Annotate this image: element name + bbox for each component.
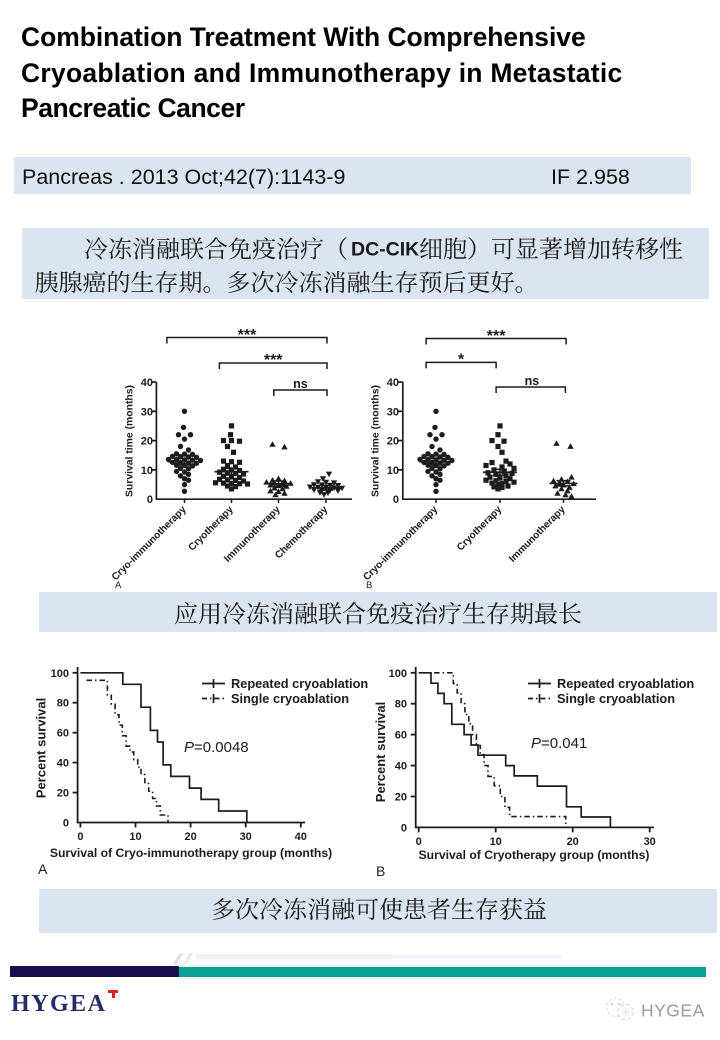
- svg-text:0: 0: [401, 822, 407, 834]
- svg-text:P=0.041: P=0.041: [531, 735, 587, 752]
- svg-text:30: 30: [387, 406, 399, 418]
- svg-text:30: 30: [644, 836, 656, 848]
- svg-text:0: 0: [147, 494, 153, 506]
- svg-text:0: 0: [393, 494, 399, 506]
- svg-text:DC-CIK: DC-CIK: [351, 239, 419, 261]
- svg-text:10: 10: [490, 836, 502, 848]
- svg-text:***: ***: [264, 352, 283, 369]
- svg-text:Cryo-immunotherapy: Cryo-immunotherapy: [361, 504, 440, 583]
- svg-text:Survival time (months): Survival time (months): [125, 385, 136, 497]
- svg-text:*: *: [458, 351, 465, 368]
- svg-text:Cryotherapy: Cryotherapy: [187, 504, 236, 553]
- svg-text:Cryotherapy: Cryotherapy: [455, 504, 504, 553]
- svg-text:A: A: [38, 861, 48, 877]
- svg-text:100: 100: [389, 668, 407, 680]
- svg-text:30: 30: [240, 831, 252, 843]
- svg-text:80: 80: [57, 698, 69, 710]
- svg-text:0: 0: [416, 836, 422, 848]
- svg-text:20: 20: [57, 788, 69, 800]
- svg-text:40: 40: [395, 761, 407, 773]
- svg-text:60: 60: [395, 730, 407, 742]
- svg-text:P=0.0048: P=0.0048: [184, 739, 249, 756]
- svg-text:40: 40: [295, 831, 307, 843]
- svg-text:Cryo-immunotherapy: Cryo-immunotherapy: [110, 504, 189, 583]
- svg-text:Single cryoablation: Single cryoablation: [231, 691, 349, 706]
- svg-text:Percent survival: Percent survival: [373, 702, 388, 802]
- svg-text:Immunotherapy: Immunotherapy: [507, 504, 568, 565]
- svg-text:40: 40: [141, 377, 153, 389]
- svg-text:10: 10: [141, 465, 153, 477]
- svg-text:20: 20: [141, 436, 153, 448]
- svg-text:40: 40: [57, 758, 69, 770]
- svg-text:80: 80: [395, 699, 407, 711]
- svg-text:B: B: [366, 580, 372, 591]
- svg-text:ns: ns: [525, 374, 540, 388]
- svg-text:Single cryoablation: Single cryoablation: [557, 691, 675, 706]
- svg-text:Percent survival: Percent survival: [34, 698, 49, 798]
- svg-text:Survival of Cryo-immunotherapy: Survival of Cryo-immunotherapy group (mo…: [50, 846, 332, 860]
- svg-text:A: A: [115, 580, 122, 591]
- svg-text:***: ***: [487, 328, 506, 345]
- svg-text:Repeated cryoablation: Repeated cryoablation: [231, 676, 368, 691]
- svg-text:20: 20: [395, 792, 407, 804]
- svg-text:20: 20: [567, 836, 579, 848]
- svg-text:Repeated cryoablation: Repeated cryoablation: [557, 676, 694, 691]
- svg-text:60: 60: [57, 728, 69, 740]
- svg-text:Survival of Cryotherapy group: Survival of Cryotherapy group (months): [419, 848, 650, 862]
- svg-text:40: 40: [387, 377, 399, 389]
- svg-text:20: 20: [184, 831, 196, 843]
- svg-text:0: 0: [63, 818, 69, 830]
- svg-text:10: 10: [387, 465, 399, 477]
- svg-text:***: ***: [238, 327, 257, 344]
- svg-text:30: 30: [141, 406, 153, 418]
- svg-text:B: B: [376, 863, 385, 879]
- svg-text:20: 20: [387, 436, 399, 448]
- svg-text:HYGEA: HYGEA: [641, 1001, 705, 1021]
- svg-text:100: 100: [51, 668, 69, 680]
- svg-text:10: 10: [129, 831, 141, 843]
- svg-text:0: 0: [77, 831, 83, 843]
- svg-text:ns: ns: [293, 377, 308, 391]
- svg-text:Survival time (months): Survival time (months): [371, 385, 382, 497]
